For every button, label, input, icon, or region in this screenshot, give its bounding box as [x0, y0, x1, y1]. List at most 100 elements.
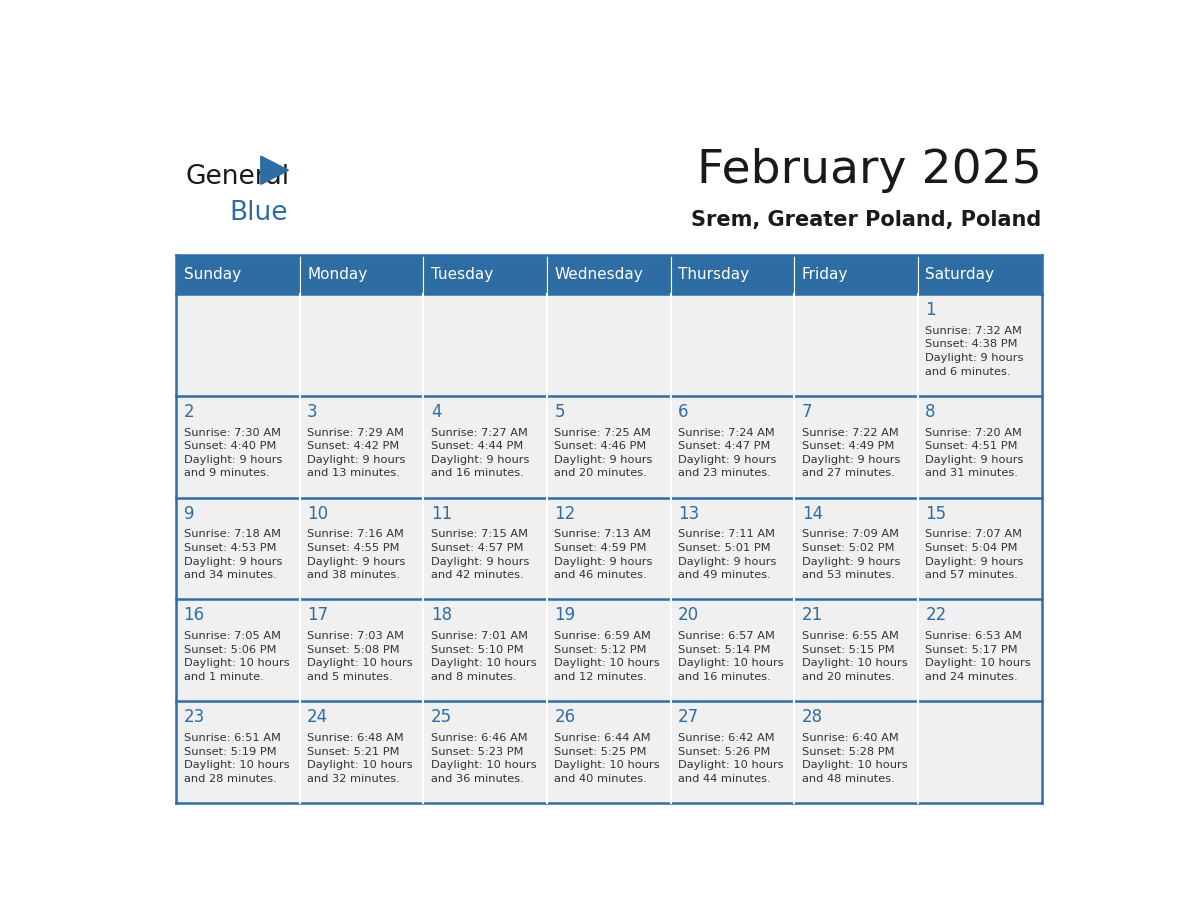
FancyBboxPatch shape — [546, 255, 671, 294]
FancyBboxPatch shape — [918, 396, 1042, 498]
Text: 11: 11 — [431, 505, 453, 522]
Text: 17: 17 — [308, 607, 328, 624]
Text: Sunrise: 6:48 AM
Sunset: 5:21 PM
Daylight: 10 hours
and 32 minutes.: Sunrise: 6:48 AM Sunset: 5:21 PM Dayligh… — [308, 733, 412, 784]
Text: Sunrise: 7:27 AM
Sunset: 4:44 PM
Daylight: 9 hours
and 16 minutes.: Sunrise: 7:27 AM Sunset: 4:44 PM Dayligh… — [431, 428, 529, 478]
FancyBboxPatch shape — [795, 294, 918, 396]
Text: Sunrise: 6:42 AM
Sunset: 5:26 PM
Daylight: 10 hours
and 44 minutes.: Sunrise: 6:42 AM Sunset: 5:26 PM Dayligh… — [678, 733, 784, 784]
FancyBboxPatch shape — [423, 498, 546, 599]
FancyBboxPatch shape — [546, 396, 671, 498]
Text: Sunrise: 7:05 AM
Sunset: 5:06 PM
Daylight: 10 hours
and 1 minute.: Sunrise: 7:05 AM Sunset: 5:06 PM Dayligh… — [183, 631, 289, 682]
Text: 10: 10 — [308, 505, 328, 522]
Text: Thursday: Thursday — [678, 267, 750, 282]
Text: 16: 16 — [183, 607, 204, 624]
Text: Sunrise: 7:07 AM
Sunset: 5:04 PM
Daylight: 9 hours
and 57 minutes.: Sunrise: 7:07 AM Sunset: 5:04 PM Dayligh… — [925, 530, 1024, 580]
Text: 3: 3 — [308, 403, 318, 420]
Text: Wednesday: Wednesday — [555, 267, 643, 282]
FancyBboxPatch shape — [299, 498, 423, 599]
Text: February 2025: February 2025 — [696, 148, 1042, 193]
Text: Sunrise: 6:53 AM
Sunset: 5:17 PM
Daylight: 10 hours
and 24 minutes.: Sunrise: 6:53 AM Sunset: 5:17 PM Dayligh… — [925, 631, 1031, 682]
Text: Sunrise: 6:57 AM
Sunset: 5:14 PM
Daylight: 10 hours
and 16 minutes.: Sunrise: 6:57 AM Sunset: 5:14 PM Dayligh… — [678, 631, 784, 682]
FancyBboxPatch shape — [795, 396, 918, 498]
Text: 22: 22 — [925, 607, 947, 624]
Text: Sunday: Sunday — [183, 267, 241, 282]
Text: Tuesday: Tuesday — [431, 267, 493, 282]
FancyBboxPatch shape — [918, 294, 1042, 396]
Text: 7: 7 — [802, 403, 813, 420]
FancyBboxPatch shape — [795, 498, 918, 599]
FancyBboxPatch shape — [546, 498, 671, 599]
FancyBboxPatch shape — [671, 599, 795, 701]
Text: 8: 8 — [925, 403, 936, 420]
FancyBboxPatch shape — [176, 599, 299, 701]
Text: Sunrise: 7:22 AM
Sunset: 4:49 PM
Daylight: 9 hours
and 27 minutes.: Sunrise: 7:22 AM Sunset: 4:49 PM Dayligh… — [802, 428, 901, 478]
Text: 27: 27 — [678, 708, 700, 726]
Text: Sunrise: 6:46 AM
Sunset: 5:23 PM
Daylight: 10 hours
and 36 minutes.: Sunrise: 6:46 AM Sunset: 5:23 PM Dayligh… — [431, 733, 537, 784]
FancyBboxPatch shape — [299, 701, 423, 803]
FancyBboxPatch shape — [176, 396, 299, 498]
Text: Sunrise: 7:18 AM
Sunset: 4:53 PM
Daylight: 9 hours
and 34 minutes.: Sunrise: 7:18 AM Sunset: 4:53 PM Dayligh… — [183, 530, 282, 580]
Text: 21: 21 — [802, 607, 823, 624]
FancyBboxPatch shape — [918, 255, 1042, 294]
Text: Sunrise: 7:11 AM
Sunset: 5:01 PM
Daylight: 9 hours
and 49 minutes.: Sunrise: 7:11 AM Sunset: 5:01 PM Dayligh… — [678, 530, 777, 580]
Text: Sunrise: 7:32 AM
Sunset: 4:38 PM
Daylight: 9 hours
and 6 minutes.: Sunrise: 7:32 AM Sunset: 4:38 PM Dayligh… — [925, 326, 1024, 376]
FancyBboxPatch shape — [423, 599, 546, 701]
Text: 26: 26 — [555, 708, 575, 726]
Text: 6: 6 — [678, 403, 689, 420]
Text: 4: 4 — [431, 403, 441, 420]
Text: General: General — [185, 164, 290, 190]
Text: 13: 13 — [678, 505, 700, 522]
FancyBboxPatch shape — [671, 498, 795, 599]
Text: Sunrise: 7:24 AM
Sunset: 4:47 PM
Daylight: 9 hours
and 23 minutes.: Sunrise: 7:24 AM Sunset: 4:47 PM Dayligh… — [678, 428, 777, 478]
Text: Sunrise: 6:59 AM
Sunset: 5:12 PM
Daylight: 10 hours
and 12 minutes.: Sunrise: 6:59 AM Sunset: 5:12 PM Dayligh… — [555, 631, 661, 682]
Text: Sunrise: 6:55 AM
Sunset: 5:15 PM
Daylight: 10 hours
and 20 minutes.: Sunrise: 6:55 AM Sunset: 5:15 PM Dayligh… — [802, 631, 908, 682]
Text: Sunrise: 6:40 AM
Sunset: 5:28 PM
Daylight: 10 hours
and 48 minutes.: Sunrise: 6:40 AM Sunset: 5:28 PM Dayligh… — [802, 733, 908, 784]
FancyBboxPatch shape — [671, 396, 795, 498]
Text: 12: 12 — [555, 505, 576, 522]
Text: Sunrise: 7:30 AM
Sunset: 4:40 PM
Daylight: 9 hours
and 9 minutes.: Sunrise: 7:30 AM Sunset: 4:40 PM Dayligh… — [183, 428, 282, 478]
Text: 18: 18 — [431, 607, 451, 624]
Text: Sunrise: 7:29 AM
Sunset: 4:42 PM
Daylight: 9 hours
and 13 minutes.: Sunrise: 7:29 AM Sunset: 4:42 PM Dayligh… — [308, 428, 405, 478]
FancyBboxPatch shape — [671, 701, 795, 803]
FancyBboxPatch shape — [546, 294, 671, 396]
Text: Sunrise: 7:20 AM
Sunset: 4:51 PM
Daylight: 9 hours
and 31 minutes.: Sunrise: 7:20 AM Sunset: 4:51 PM Dayligh… — [925, 428, 1024, 478]
Text: 9: 9 — [183, 505, 194, 522]
FancyBboxPatch shape — [176, 255, 299, 294]
Text: Sunrise: 6:44 AM
Sunset: 5:25 PM
Daylight: 10 hours
and 40 minutes.: Sunrise: 6:44 AM Sunset: 5:25 PM Dayligh… — [555, 733, 661, 784]
Text: 2: 2 — [183, 403, 194, 420]
FancyBboxPatch shape — [918, 498, 1042, 599]
Text: Sunrise: 7:13 AM
Sunset: 4:59 PM
Daylight: 9 hours
and 46 minutes.: Sunrise: 7:13 AM Sunset: 4:59 PM Dayligh… — [555, 530, 653, 580]
Text: 24: 24 — [308, 708, 328, 726]
FancyBboxPatch shape — [299, 396, 423, 498]
Text: 5: 5 — [555, 403, 565, 420]
Text: 14: 14 — [802, 505, 823, 522]
FancyBboxPatch shape — [423, 255, 546, 294]
Text: Srem, Greater Poland, Poland: Srem, Greater Poland, Poland — [691, 209, 1042, 230]
Text: Sunrise: 7:15 AM
Sunset: 4:57 PM
Daylight: 9 hours
and 42 minutes.: Sunrise: 7:15 AM Sunset: 4:57 PM Dayligh… — [431, 530, 529, 580]
FancyBboxPatch shape — [546, 599, 671, 701]
FancyBboxPatch shape — [423, 294, 546, 396]
FancyBboxPatch shape — [423, 701, 546, 803]
Text: Monday: Monday — [308, 267, 367, 282]
Text: Sunrise: 6:51 AM
Sunset: 5:19 PM
Daylight: 10 hours
and 28 minutes.: Sunrise: 6:51 AM Sunset: 5:19 PM Dayligh… — [183, 733, 289, 784]
FancyBboxPatch shape — [176, 701, 299, 803]
Text: Saturday: Saturday — [925, 267, 994, 282]
FancyBboxPatch shape — [423, 396, 546, 498]
FancyBboxPatch shape — [176, 498, 299, 599]
FancyBboxPatch shape — [918, 701, 1042, 803]
Polygon shape — [261, 156, 289, 185]
FancyBboxPatch shape — [299, 599, 423, 701]
Text: Sunrise: 7:16 AM
Sunset: 4:55 PM
Daylight: 9 hours
and 38 minutes.: Sunrise: 7:16 AM Sunset: 4:55 PM Dayligh… — [308, 530, 405, 580]
FancyBboxPatch shape — [299, 255, 423, 294]
Text: 25: 25 — [431, 708, 451, 726]
Text: Blue: Blue — [229, 199, 287, 226]
Text: Sunrise: 7:25 AM
Sunset: 4:46 PM
Daylight: 9 hours
and 20 minutes.: Sunrise: 7:25 AM Sunset: 4:46 PM Dayligh… — [555, 428, 653, 478]
FancyBboxPatch shape — [299, 294, 423, 396]
FancyBboxPatch shape — [795, 255, 918, 294]
Text: Friday: Friday — [802, 267, 848, 282]
Text: Sunrise: 7:01 AM
Sunset: 5:10 PM
Daylight: 10 hours
and 8 minutes.: Sunrise: 7:01 AM Sunset: 5:10 PM Dayligh… — [431, 631, 537, 682]
Text: 1: 1 — [925, 301, 936, 319]
FancyBboxPatch shape — [795, 599, 918, 701]
FancyBboxPatch shape — [795, 701, 918, 803]
FancyBboxPatch shape — [671, 294, 795, 396]
Text: 20: 20 — [678, 607, 700, 624]
